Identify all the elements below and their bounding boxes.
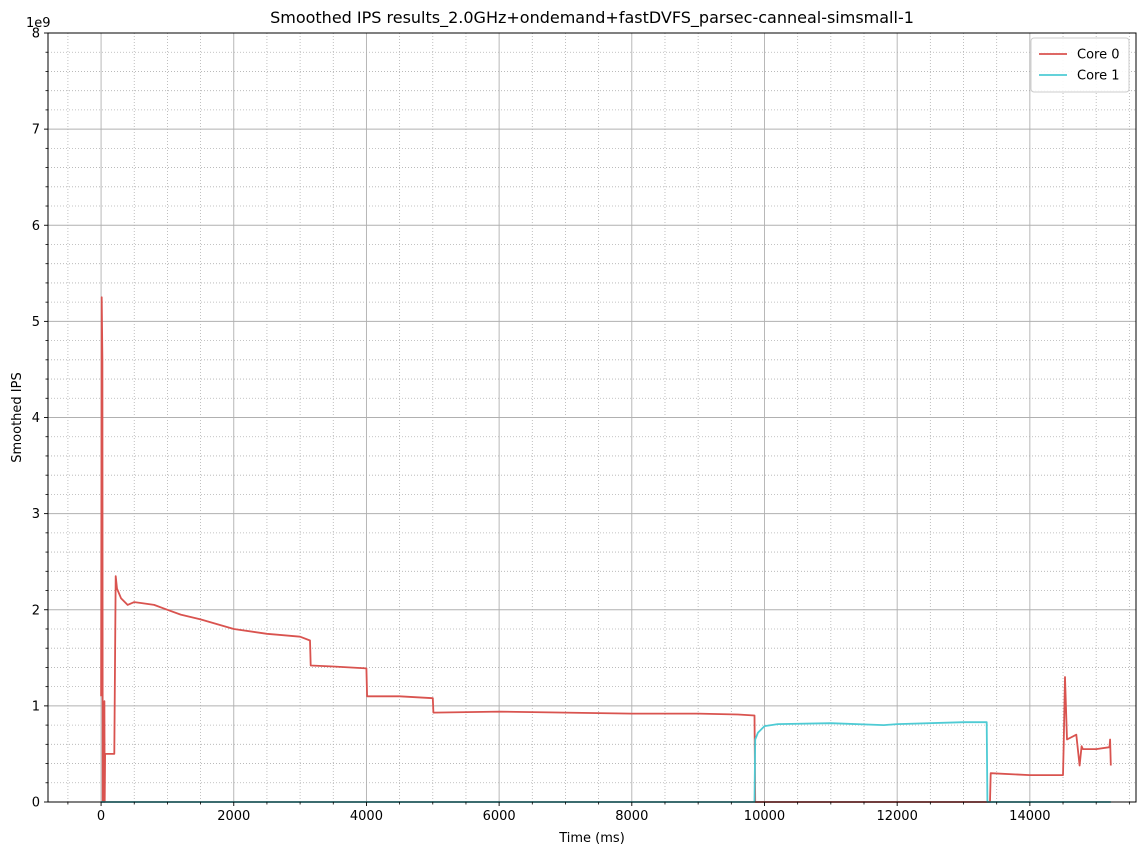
x-tick-label: 0 [97,809,105,824]
y-tick-label: 6 [32,219,40,234]
x-axis-title: Time (ms) [558,831,625,846]
y-offset-label: 1e9 [26,16,51,31]
series-line-core-0 [100,296,1112,803]
x-tick-label: 12000 [876,809,917,824]
legend-box [1030,37,1130,93]
y-tick-label: 5 [32,315,40,330]
y-tick-label: 0 [32,796,40,811]
series-line-core-1 [101,721,1111,803]
x-tick-label: 8000 [615,809,648,824]
x-tick-label: 6000 [483,809,516,824]
chart-title: Smoothed IPS results_2.0GHz+ondemand+fas… [270,8,914,28]
x-tick-label: 2000 [217,809,250,824]
legend: Core 0 Core 1 [1030,37,1130,93]
x-tick-label: 4000 [350,809,383,824]
ticks: 0 2000 4000 6000 8000 10000 12000 14000 0 1 2 3 4 5 6 7… [32,27,1130,824]
y-tick-label: 2 [32,603,40,618]
y-tick-label: 3 [32,507,40,522]
y-tick-label: 8 [32,27,40,42]
x-tick-label: 14000 [1009,809,1050,824]
y-axis-title: Smoothed IPS [10,372,25,462]
legend-label: Core 1 [1077,69,1120,84]
y-tick-label: 4 [32,411,40,426]
series-layer [100,296,1112,803]
y-tick-label: 7 [32,123,40,138]
y-tick-label: 1 [32,699,40,714]
x-tick-label: 10000 [744,809,785,824]
legend-label: Core 0 [1077,48,1120,63]
